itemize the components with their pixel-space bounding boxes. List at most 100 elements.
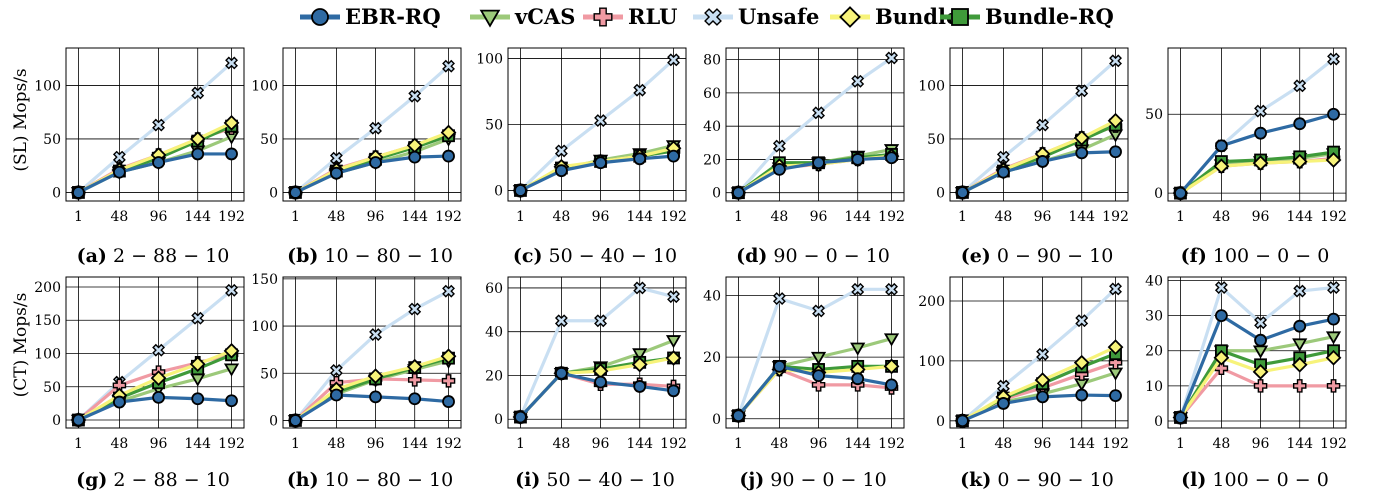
subplot-caption: (f) 100 − 0 − 0 (1181, 245, 1330, 267)
data-point-unsafe (594, 314, 607, 328)
data-point-unsafe (633, 83, 647, 97)
y-tick-label: 100 (918, 354, 945, 370)
data-point-unsafe (554, 144, 568, 158)
x-tick-label: 48 (770, 209, 788, 225)
y-tick-label: 50 (1145, 107, 1163, 123)
x-tick-label: 1 (291, 209, 300, 225)
subplot-caption: (j) 90 − 0 − 10 (739, 469, 886, 491)
y-tick-label: 50 (43, 380, 61, 396)
data-point-rlu (441, 374, 456, 388)
data-point-ebr-rq (732, 409, 745, 423)
data-point-ebr-rq (997, 165, 1010, 179)
x-tick-label: 1 (734, 436, 743, 452)
data-point-unsafe (1109, 54, 1122, 68)
data-point-unsafe (554, 314, 568, 328)
x-tick-label: 192 (660, 436, 687, 452)
data-point-ebr-rq (633, 152, 647, 166)
chart-panel: 1 48 96 144 192 0 100 200 (k) 0 − 90 − 10 (918, 276, 1129, 491)
caption-letter: (d) (736, 245, 767, 267)
data-point-bundle (1252, 155, 1269, 172)
y-tick-label: 60 (703, 86, 721, 102)
data-point-vcas (1325, 331, 1342, 345)
caption-letter: (h) (287, 469, 319, 491)
legend-marker-triangle-down-icon (479, 9, 501, 28)
data-point-rlu (1292, 379, 1307, 393)
data-point-ebr-rq (1327, 107, 1340, 121)
y-tick-label: 0 (936, 414, 945, 430)
data-point-ebr-rq (225, 147, 238, 161)
data-point-ebr-rq (442, 395, 455, 408)
x-tick-label: 48 (994, 209, 1012, 225)
data-point-ebr-rq (1293, 319, 1307, 333)
x-tick-label: 1 (74, 436, 83, 452)
legend-marker-square-icon (951, 8, 969, 26)
chart-panel: 1 48 96 144 192 0 50 100 150 200 (g) 2 − 88 − 10 (34, 276, 245, 491)
legend-marker-diamond-icon (839, 6, 861, 28)
data-point-ebr-rq (1036, 155, 1049, 168)
caption-letter: (b) (287, 245, 318, 267)
plot-frame (65, 47, 245, 202)
y-tick-label: 100 (251, 78, 278, 94)
chart-panel: 1 48 96 144 192 0 50 (f) 100 − 0 − 0 (1145, 47, 1347, 267)
x-tick-label: 48 (552, 209, 570, 225)
legend-item: Unsafe (693, 4, 819, 29)
x-tick-label: 1 (958, 436, 967, 452)
y-tick-label: 0 (936, 185, 945, 201)
plot-frame (725, 47, 905, 202)
data-point-bundle (440, 124, 457, 141)
y-tick-label: 150 (34, 313, 61, 329)
caption-letter: (a) (77, 245, 107, 267)
x-tick-label: 1 (516, 209, 525, 225)
legend-label: Unsafe (738, 4, 819, 29)
data-point-ebr-rq (152, 391, 165, 404)
caption-letter: (e) (961, 245, 991, 267)
caption-text: 100 − 0 − 0 (1206, 469, 1328, 491)
x-tick-label: 96 (367, 436, 385, 452)
x-tick-label: 48 (994, 436, 1012, 452)
chart-panel: 1 48 96 144 192 0 50 100 (c) 50 − 40 − 10 (476, 47, 687, 267)
x-tick-label: 144 (184, 209, 211, 225)
legend-label: RLU (628, 4, 677, 29)
y-tick-label: 200 (918, 294, 945, 310)
row-label-ct: (CT) Mops/s (11, 293, 31, 398)
y-tick-label: 0 (269, 185, 278, 201)
y-tick-label: 40 (703, 288, 721, 304)
data-point-unsafe (1036, 118, 1049, 132)
plot-frame (507, 47, 687, 202)
series-line-unsafe (518, 286, 674, 418)
x-tick-label: 1 (958, 209, 967, 225)
data-point-bundle (1291, 153, 1308, 170)
caption-letter: (i) (515, 469, 540, 491)
data-point-ebr-rq (885, 378, 898, 392)
data-point-unsafe (1254, 104, 1267, 118)
legend-item: vCAS (470, 4, 575, 29)
x-tick-label: 192 (435, 209, 462, 225)
x-tick-label: 96 (1034, 436, 1052, 452)
data-point-unsafe (1293, 284, 1307, 298)
data-point-ebr-rq (812, 369, 825, 383)
data-point-ebr-rq (1254, 126, 1267, 140)
data-point-ebr-rq (594, 375, 607, 389)
series-line-unsafe (1179, 57, 1335, 195)
data-point-unsafe (885, 51, 898, 65)
data-point-unsafe (851, 282, 865, 296)
data-point-ebr-rq (289, 414, 302, 427)
x-tick-label: 1 (734, 209, 743, 225)
y-tick-label: 80 (703, 53, 721, 69)
data-point-bundle (367, 368, 384, 384)
data-point-ebr-rq (1174, 186, 1187, 200)
chart-panel: 1 48 96 144 192 0 50 100 (e) 0 − 90 − 10 (918, 47, 1129, 267)
caption-text: 0 − 90 − 10 (991, 245, 1113, 267)
chart-panel: 1 48 96 144 192 0 20 40 60 80 (d) 90 − 0 − 10 (703, 47, 905, 267)
legend-item: EBR-RQ (300, 4, 441, 29)
legend-marker-circle-icon (311, 8, 329, 26)
caption-text: 50 − 40 − 10 (542, 245, 677, 267)
x-tick-label: 144 (1286, 436, 1313, 452)
data-point-unsafe (1075, 84, 1089, 98)
data-point-bundle (1213, 349, 1230, 366)
caption-letter: (l) (1181, 469, 1206, 491)
subplot-caption: (a) 2 − 88 − 10 (77, 245, 230, 267)
data-point-unsafe (369, 121, 382, 135)
legend-item: RLU (583, 4, 677, 29)
